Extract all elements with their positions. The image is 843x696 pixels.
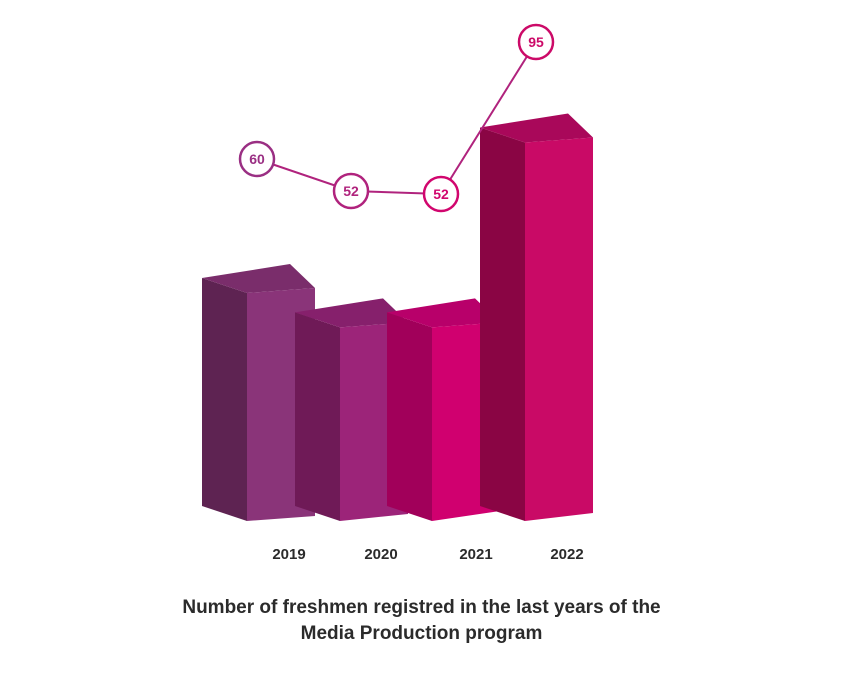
value-marker-2022 bbox=[517, 23, 555, 61]
value-marker-2019 bbox=[238, 140, 276, 178]
chart-title-line-2: Media Production program bbox=[300, 623, 543, 644]
bar-side-2021 bbox=[387, 312, 432, 521]
data-label-2021: 52 bbox=[433, 186, 449, 202]
data-label-2022: 95 bbox=[528, 34, 544, 50]
bars-layer bbox=[202, 113, 593, 521]
x-tick-label-2021: 2021 bbox=[459, 546, 492, 563]
line-layer bbox=[256, 41, 537, 196]
bar-2022 bbox=[525, 137, 593, 521]
x-tick-label-2020: 2020 bbox=[364, 546, 397, 563]
data-label-2020: 52 bbox=[343, 183, 359, 199]
bar-top-2020 bbox=[295, 298, 408, 328]
markers-layer: 60 52 52 95 bbox=[238, 23, 555, 213]
bar-top-2019 bbox=[202, 264, 315, 293]
x-axis-ticks: 2019 2020 2021 2022 bbox=[272, 546, 583, 563]
chart-title-line-1: Number of freshmen registred in the last… bbox=[182, 597, 661, 618]
data-label-2019: 60 bbox=[249, 151, 265, 167]
value-marker-2020 bbox=[332, 172, 370, 210]
bar-top-2021 bbox=[387, 298, 500, 328]
bar-side-2020 bbox=[295, 312, 340, 521]
value-marker-2021 bbox=[422, 175, 460, 213]
bar-side-2019 bbox=[202, 278, 247, 521]
bar-side-2022 bbox=[480, 127, 525, 521]
bar-top-2022 bbox=[480, 113, 593, 143]
x-tick-label-2019: 2019 bbox=[272, 546, 305, 563]
value-connector-line bbox=[256, 41, 537, 196]
x-tick-label-2022: 2022 bbox=[550, 546, 583, 563]
